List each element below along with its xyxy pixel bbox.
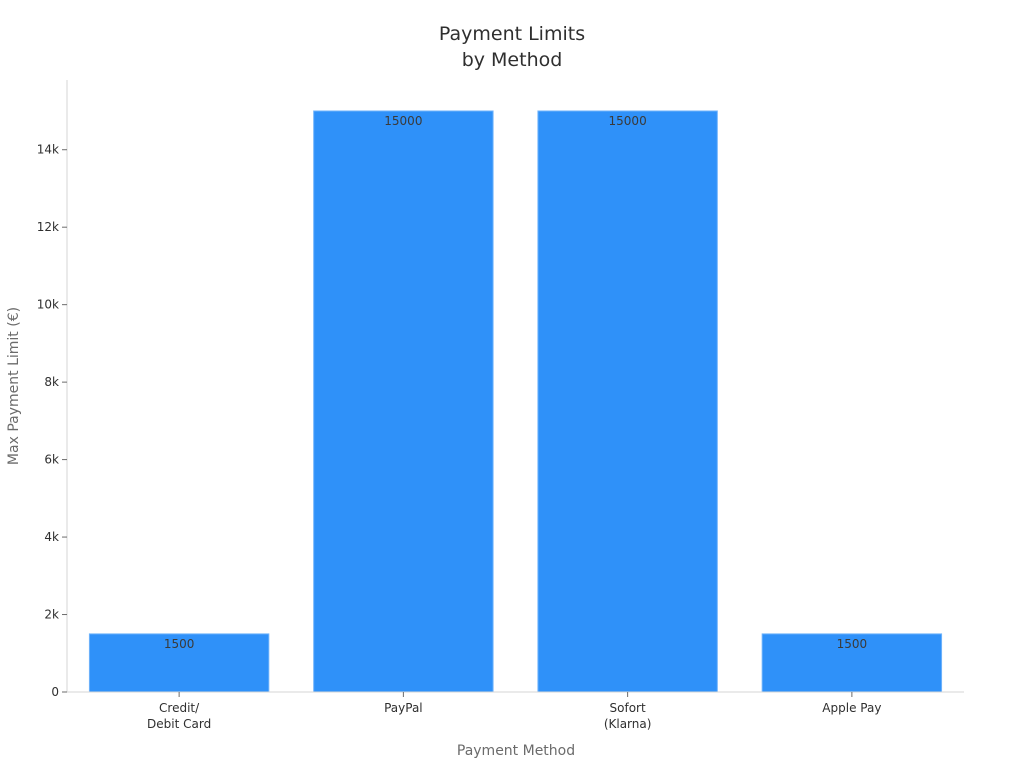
y-axis-label: Max Payment Limit (€) [6, 307, 22, 465]
y-tick-label-7: 14k [37, 143, 59, 157]
y-tick-label-5: 10k [37, 298, 59, 312]
x-tick-label-line: Apple Pay [822, 701, 881, 715]
x-axis-label: Payment Method [457, 743, 575, 759]
bar-0 [88, 633, 270, 693]
data-label-1: 15000 [384, 114, 422, 128]
x-tick-label-line: (Klarna) [604, 717, 652, 731]
x-tick-label-3: Apple Pay [822, 701, 881, 715]
x-tick-label-line: PayPal [384, 701, 423, 715]
y-tick-label-6: 12k [37, 220, 59, 234]
x-tick-label-line: Sofort [610, 701, 646, 715]
bar-2 [537, 110, 718, 693]
chart-title-line-2: by Method [462, 49, 563, 71]
chart-title-line-1: Payment Limits [439, 23, 585, 45]
y-tick-label-2: 4k [44, 530, 59, 544]
data-label-0: 1500 [164, 637, 195, 651]
bar-1 [313, 110, 494, 693]
x-tick-label-line: Credit/ [159, 701, 200, 715]
y-tick-label-1: 2k [44, 608, 59, 622]
chart-title: Payment Limits by Method [439, 23, 585, 71]
x-tick-label-line: Debit Card [147, 717, 211, 731]
data-labels: 1500 15000 15000 1500 [164, 114, 867, 651]
x-tick-label-2: Sofort (Klarna) [604, 701, 652, 731]
y-tick-label-0: 0 [51, 685, 59, 699]
x-tick-label-0: Credit/Debit Card [147, 701, 211, 731]
x-axis-ticks: Credit/Debit Card PayPal Sofort (Klarna) App… [147, 692, 881, 731]
y-axis-ticks: 0 2k 4k 6k 8k 10k 12k 14k [37, 143, 67, 699]
data-label-3: 1500 [837, 637, 868, 651]
bar-3 [761, 633, 943, 693]
y-tick-label-3: 6k [44, 453, 59, 467]
bars [88, 110, 943, 693]
data-label-2: 15000 [609, 114, 647, 128]
y-tick-label-4: 8k [44, 375, 59, 389]
x-tick-label-1: PayPal [384, 701, 423, 715]
